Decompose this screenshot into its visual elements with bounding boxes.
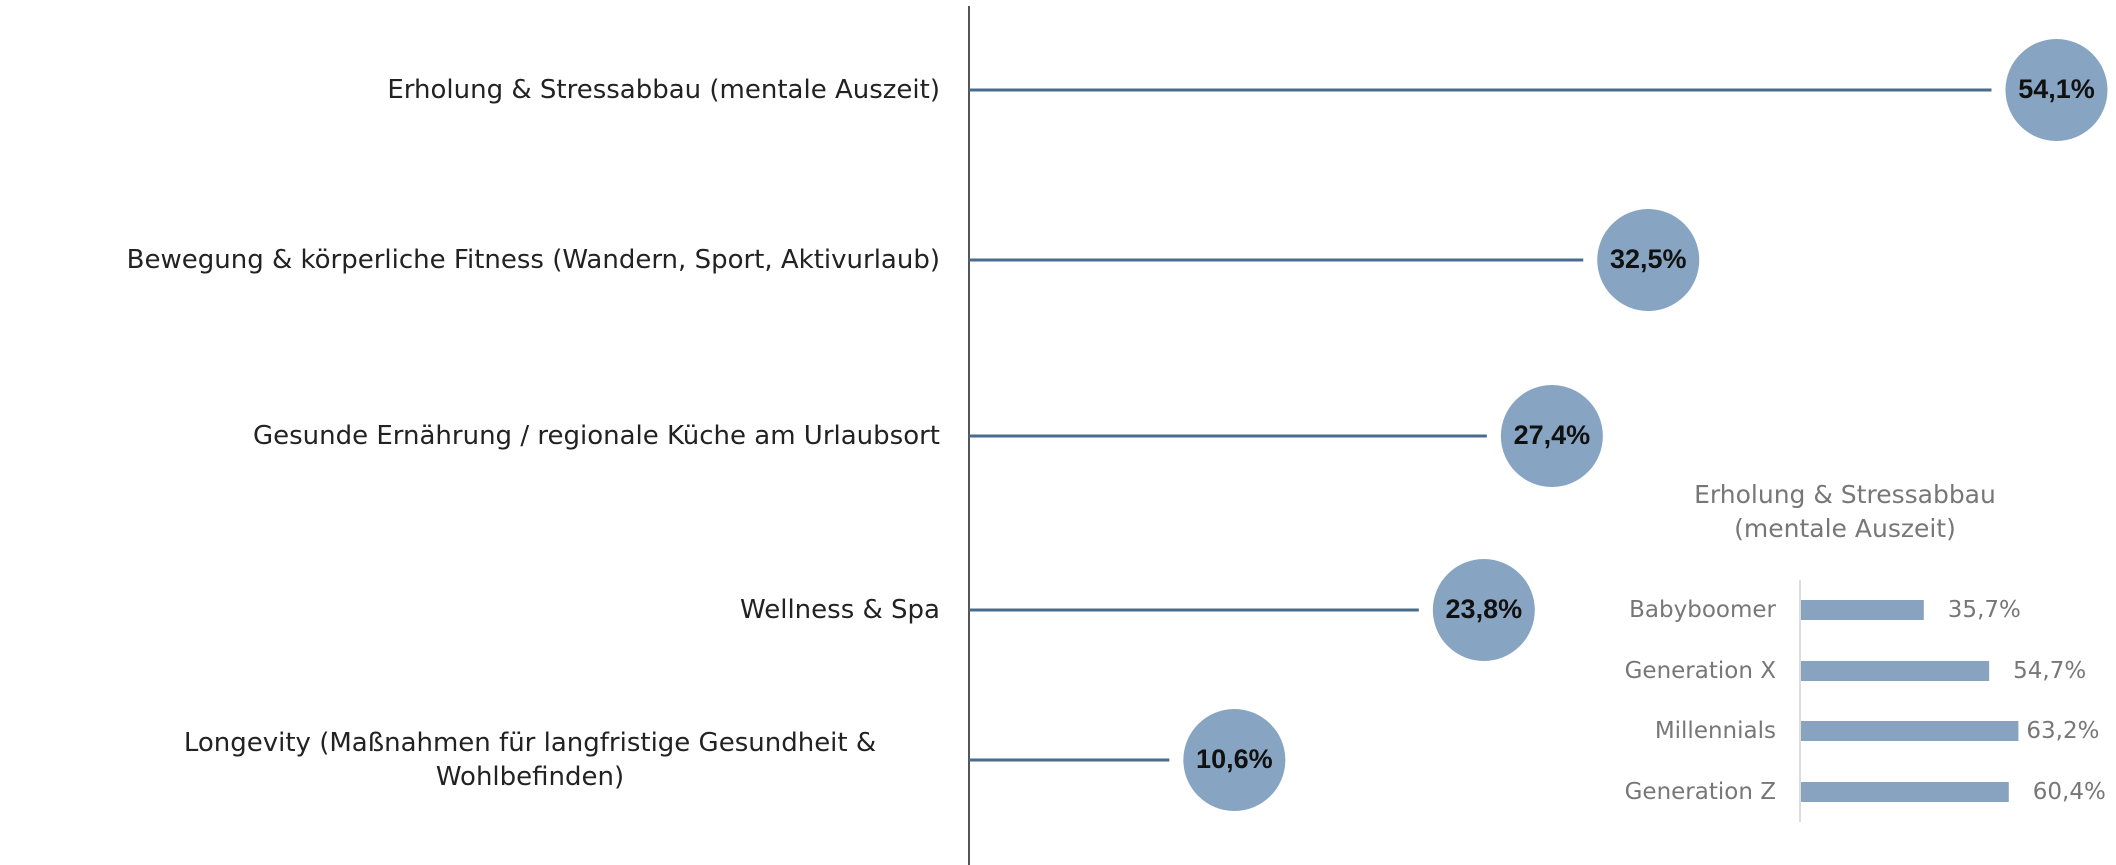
bar (1801, 600, 1924, 620)
value-label: 54,1% (2018, 74, 2095, 104)
category-label: Gesunde Ernährung / regionale Küche am U… (252, 421, 940, 451)
bar (1801, 661, 1990, 681)
category-label: Erholung & Stressabbau (mentale Auszeit) (387, 75, 940, 105)
value-label: 32,5% (1610, 244, 1687, 274)
value-label: 60,4% (2032, 779, 2106, 805)
category-label: Wellness & Spa (740, 595, 940, 625)
value-label: 10,6% (1196, 744, 1273, 774)
value-label: 27,4% (1514, 420, 1591, 450)
category-label: Generation Z (1624, 779, 1776, 805)
category-label: Longevity (Maßnahmen für langfristige Ge… (183, 728, 877, 792)
marker (1597, 209, 1700, 311)
category-label: Bewegung & körperliche Fitness (Wandern,… (126, 245, 940, 275)
value-label: 54,7% (2013, 658, 2087, 684)
value-label: 23,8% (1446, 594, 1523, 624)
marker (2005, 39, 2108, 141)
category-label: Millennials (1654, 718, 1776, 744)
value-label: 63,2% (2026, 718, 2100, 744)
marker (1432, 559, 1535, 661)
bar (1801, 782, 2009, 802)
category-label: Generation X (1624, 658, 1776, 684)
value-label: 35,7% (1947, 597, 2021, 623)
inset-title: Erholung & Stressabbau (mentale Auszeit) (1694, 480, 1996, 543)
marker (1500, 385, 1603, 487)
marker (1183, 709, 1286, 811)
bar (1801, 721, 2019, 741)
category-label: Babyboomer (1629, 597, 1776, 623)
